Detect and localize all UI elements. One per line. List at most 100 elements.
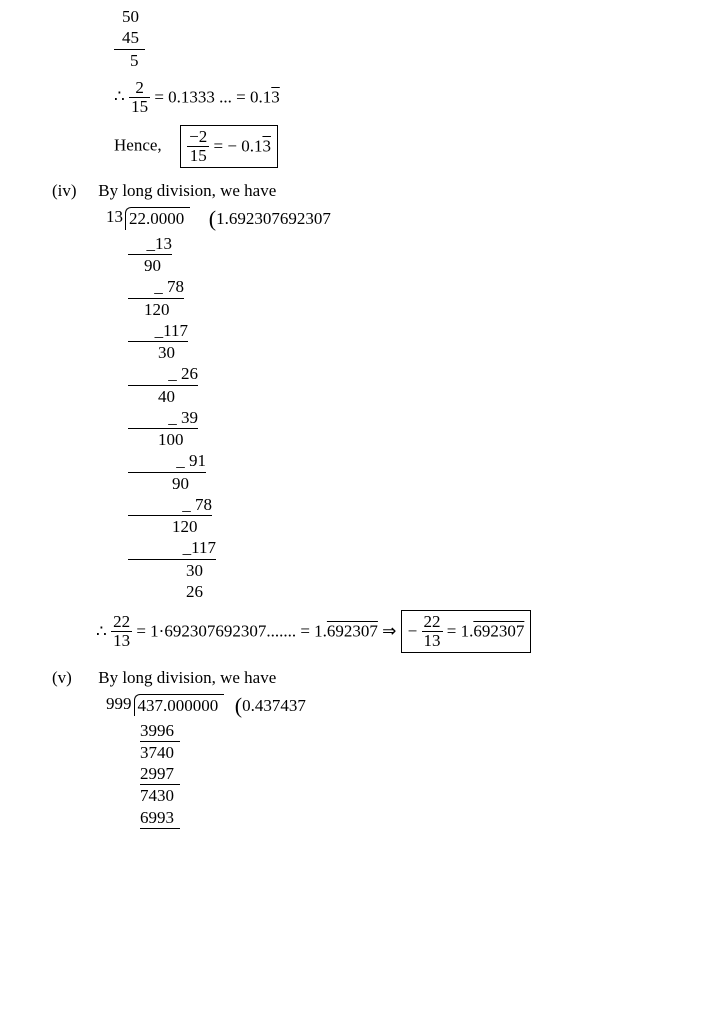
text: _ 91: [176, 451, 206, 470]
longdiv-steps-v: 3996 374029977430 6993: [140, 720, 703, 829]
numerator: −2: [187, 128, 209, 146]
text: 50: [122, 7, 139, 26]
longdiv-line: 6993: [140, 807, 703, 829]
implies-arrow: ⇒: [382, 622, 401, 641]
denominator: 15: [129, 97, 150, 116]
text: 6993: [140, 808, 174, 827]
text: 90: [172, 474, 189, 493]
intro-text: By long division, we have: [98, 668, 276, 687]
hence-label: Hence,: [114, 136, 162, 155]
minus: −: [408, 622, 418, 641]
frac-22-13-box: 22 13: [422, 613, 443, 650]
text: 30: [158, 343, 175, 362]
part-iv-block: (iv) By long division, we have: [10, 180, 703, 201]
text: 3996: [140, 721, 174, 740]
longdiv-sub: _ 78: [128, 494, 703, 516]
part-iv-longdiv: 1322.0000 (1.692307692307 _1390_ 78120_1…: [106, 205, 703, 652]
frac-minus2-15: −2 15: [187, 128, 209, 165]
quotient: 0.437437: [242, 696, 306, 715]
text: 26: [186, 582, 203, 601]
longdiv-res: 120: [128, 516, 703, 537]
longdiv-header: 1322.0000 (1.692307692307: [106, 205, 703, 233]
therefore-symbol: ∴: [96, 621, 107, 642]
part-iv-body: By long division, we have: [98, 180, 276, 201]
repeating-block: 692307: [473, 622, 524, 641]
open-paren: (: [209, 206, 216, 231]
rhs-text: = 0.1333 ... = 0.13: [154, 87, 279, 106]
longdiv-res: 40: [128, 386, 703, 407]
text: 100: [158, 430, 184, 449]
denominator: 13: [111, 631, 132, 650]
frac-22-13: 22 13: [111, 613, 132, 650]
divisor: 999: [106, 692, 132, 714]
partA-block: 50 45 5 ∴ 2 15 = 0.1333 ... = 0.13 Hence…: [114, 6, 703, 168]
text: _ 78: [182, 495, 212, 514]
longdiv-sub: _117: [128, 537, 703, 559]
dividend: 437.000000: [134, 694, 225, 716]
longdiv-steps: _1390_ 78120_11730_ 2640_ 39100_ 9190_ 7…: [128, 233, 703, 602]
text: 45: [122, 28, 139, 47]
divisor: 13: [106, 205, 123, 227]
longdiv-res: 90: [128, 255, 703, 276]
part-iv-conclusion: ∴ 22 13 = 1·692307692307....... = 1.6923…: [96, 610, 703, 653]
part-v-longdiv: 999437.000000 (0.437437 3996 374029977430…: [106, 692, 703, 829]
text: 120: [172, 517, 198, 536]
numerator: 22: [111, 613, 132, 631]
longdiv-res: 30: [128, 560, 703, 581]
repeating-digit: 3: [262, 137, 271, 156]
text: _117: [183, 538, 216, 557]
text: 40: [158, 387, 175, 406]
answer-box-a: −2 15 = − 0.13: [180, 125, 278, 168]
text: 5: [130, 51, 139, 70]
part-v-block: (v) By long division, we have: [10, 667, 703, 688]
longdiv-sub: _ 78: [128, 276, 703, 298]
denominator: 13: [422, 631, 443, 650]
longdiv-line: 7430: [140, 785, 703, 806]
longdiv-sub: _13: [128, 233, 703, 255]
longdiv-sub: _ 26: [128, 363, 703, 385]
numerator: 22: [422, 613, 443, 631]
frac-2-15: 2 15: [129, 79, 150, 116]
text: = − 0.1: [214, 137, 263, 156]
eq-text: = 1.: [447, 622, 474, 641]
intro-text: By long division, we have: [98, 181, 276, 200]
text: 3740: [140, 743, 174, 762]
text: _117: [155, 321, 188, 340]
longdiv-header-v: 999437.000000 (0.437437: [106, 692, 703, 720]
longdiv-final: 26: [128, 581, 703, 602]
partA-hence: Hence, −2 15 = − 0.13: [114, 125, 703, 168]
therefore-symbol: ∴: [114, 86, 125, 107]
part-v-body: By long division, we have: [98, 667, 276, 688]
partA-equation: ∴ 2 15 = 0.1333 ... = 0.13: [114, 79, 703, 116]
text: = 0.1333 ... = 0.1: [154, 87, 271, 106]
mid-text-a: = 1·692307692307....... = 1.: [136, 622, 327, 641]
box-rhs: = − 0.13: [214, 137, 271, 156]
text: 30: [186, 561, 203, 580]
longdiv-sub: _117: [128, 320, 703, 342]
partA-step2: 45: [114, 27, 703, 49]
longdiv-res: 100: [128, 429, 703, 450]
numerator: 2: [129, 79, 150, 97]
denominator: 15: [187, 146, 209, 165]
partA-step1: 50: [114, 6, 703, 27]
roman-numeral-iv: (iv): [52, 180, 94, 201]
open-paren: (: [235, 693, 242, 718]
longdiv-res: 30: [128, 342, 703, 363]
answer-box-iv: − 22 13 = 1.692307: [401, 610, 532, 653]
dividend: 22.0000: [125, 207, 190, 229]
text: _ 26: [168, 364, 198, 383]
text: _13: [147, 234, 173, 253]
longdiv-sub: _ 91: [128, 450, 703, 472]
text: _ 39: [168, 408, 198, 427]
repeating-digit: 3: [271, 87, 280, 106]
text: 7430: [140, 786, 174, 805]
partA-step3: 5: [114, 50, 703, 71]
roman-numeral-v: (v): [52, 667, 94, 688]
repeating-block: 692307: [327, 622, 378, 641]
text: _ 78: [154, 277, 184, 296]
longdiv-res: 120: [128, 299, 703, 320]
longdiv-line: 3996: [140, 720, 703, 742]
longdiv-line: 3740: [140, 742, 703, 763]
longdiv-line: 2997: [140, 763, 703, 785]
text: 90: [144, 256, 161, 275]
